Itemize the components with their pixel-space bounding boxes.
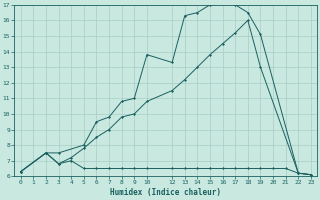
X-axis label: Humidex (Indice chaleur): Humidex (Indice chaleur) [110,188,221,197]
